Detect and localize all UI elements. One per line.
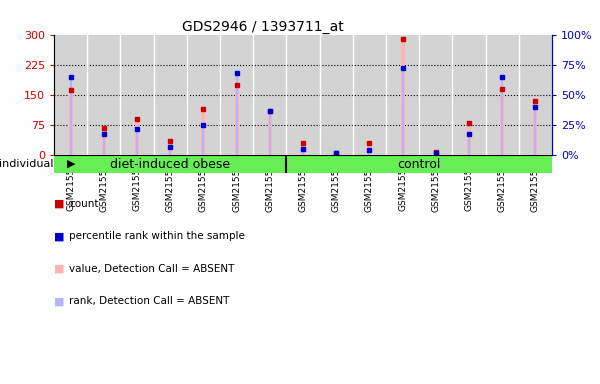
Bar [500, 89, 504, 155]
Bar [335, 153, 337, 155]
Title: GDS2946 / 1393711_at: GDS2946 / 1393711_at [182, 20, 344, 33]
Bar [401, 68, 404, 155]
Bar [467, 123, 471, 155]
Bar [168, 141, 172, 155]
Bar [135, 119, 139, 155]
Bar [434, 152, 438, 155]
Bar [269, 111, 271, 155]
Bar [401, 38, 404, 155]
Bar [202, 109, 205, 155]
Bar [302, 149, 304, 155]
Bar [236, 73, 238, 155]
Text: percentile rank within the sample: percentile rank within the sample [69, 231, 245, 241]
Bar [301, 143, 305, 155]
Bar [501, 77, 503, 155]
Bar [535, 107, 536, 155]
Bar [368, 151, 370, 155]
Text: count: count [69, 199, 98, 209]
Text: ■: ■ [54, 296, 65, 306]
Bar [70, 77, 71, 155]
Text: ■: ■ [54, 199, 65, 209]
Text: ▶: ▶ [67, 159, 76, 169]
Bar [367, 143, 371, 155]
Bar [533, 101, 538, 155]
Bar [235, 85, 239, 155]
Text: diet-induced obese: diet-induced obese [110, 157, 230, 170]
Text: individual: individual [0, 159, 54, 169]
Bar [334, 153, 338, 155]
Text: ■: ■ [54, 264, 65, 274]
Bar [136, 129, 138, 155]
Text: control: control [398, 157, 441, 170]
Bar [103, 134, 105, 155]
Text: rank, Detection Call = ABSENT: rank, Detection Call = ABSENT [69, 296, 229, 306]
Bar [68, 90, 73, 155]
Text: ■: ■ [54, 231, 65, 241]
Bar [202, 125, 205, 155]
Bar [468, 134, 470, 155]
Bar [435, 153, 437, 155]
Bar [268, 111, 272, 155]
Text: value, Detection Call = ABSENT: value, Detection Call = ABSENT [69, 264, 235, 274]
Bar [169, 147, 171, 155]
Bar [102, 128, 106, 155]
